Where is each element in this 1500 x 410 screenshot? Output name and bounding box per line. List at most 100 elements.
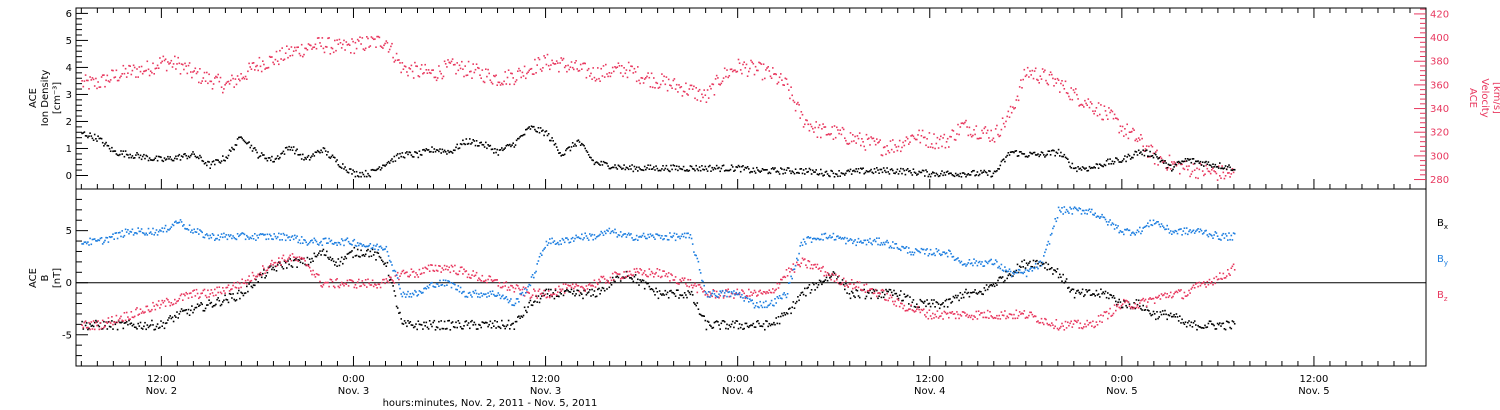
point-bx bbox=[346, 253, 349, 255]
point-bx bbox=[187, 308, 190, 311]
point-velocity bbox=[547, 64, 550, 67]
point-bz bbox=[486, 281, 488, 284]
point-velocity bbox=[878, 141, 880, 143]
point-ion-density bbox=[167, 155, 169, 158]
point-velocity bbox=[1017, 99, 1020, 102]
point-bx bbox=[1207, 322, 1210, 325]
point-bx bbox=[1097, 293, 1100, 295]
point-bx bbox=[1049, 267, 1052, 270]
point-velocity bbox=[1032, 77, 1035, 80]
point-by bbox=[401, 295, 404, 298]
point-velocity bbox=[342, 43, 344, 46]
point-ion-density bbox=[1139, 152, 1141, 154]
panel-bottom-frame bbox=[75, 188, 1427, 367]
point-by bbox=[375, 245, 377, 247]
point-bx bbox=[517, 316, 519, 318]
point-bz bbox=[985, 316, 988, 319]
point-velocity bbox=[498, 81, 501, 84]
point-bz bbox=[495, 279, 497, 281]
point-bx bbox=[909, 296, 911, 298]
point-velocity bbox=[603, 76, 606, 78]
point-bz bbox=[249, 280, 251, 283]
point-ion-density bbox=[510, 145, 512, 148]
point-bx bbox=[163, 327, 166, 330]
point-ion-density bbox=[270, 159, 272, 162]
point-bz bbox=[190, 292, 192, 294]
point-velocity bbox=[1155, 151, 1157, 153]
point-bx bbox=[414, 325, 416, 328]
point-by bbox=[360, 243, 362, 245]
point-by bbox=[463, 290, 465, 293]
point-by bbox=[654, 238, 656, 240]
point-by bbox=[127, 229, 129, 231]
point-bz bbox=[1217, 278, 1220, 280]
point-by bbox=[1005, 269, 1007, 272]
point-ion-density bbox=[1128, 155, 1131, 157]
point-by bbox=[435, 282, 438, 285]
point-bz bbox=[1102, 314, 1104, 317]
point-ion-density bbox=[654, 169, 656, 171]
point-ion-density bbox=[892, 169, 894, 172]
point-bx bbox=[215, 303, 217, 306]
point-bz bbox=[1187, 294, 1189, 296]
point-bz bbox=[1228, 272, 1230, 275]
point-velocity bbox=[630, 65, 632, 67]
point-bz bbox=[1128, 305, 1131, 307]
point-bx bbox=[284, 261, 287, 264]
point-bx bbox=[472, 324, 474, 326]
point-bx bbox=[543, 294, 545, 297]
point-bz bbox=[456, 273, 458, 276]
point-bx bbox=[775, 317, 777, 319]
point-by bbox=[836, 235, 838, 238]
point-bz bbox=[1064, 320, 1067, 323]
point-velocity bbox=[190, 71, 192, 73]
point-by bbox=[291, 235, 294, 237]
point-by bbox=[409, 293, 412, 295]
point-velocity bbox=[597, 67, 599, 69]
point-bx bbox=[207, 304, 209, 306]
point-velocity bbox=[1089, 101, 1092, 103]
point-ion-density bbox=[370, 169, 373, 171]
point-by bbox=[514, 302, 517, 305]
point-by bbox=[337, 241, 340, 244]
point-bx bbox=[886, 290, 888, 293]
point-velocity bbox=[310, 44, 312, 47]
point-velocity bbox=[712, 83, 715, 86]
point-bx bbox=[290, 265, 293, 267]
point-velocity bbox=[1201, 170, 1204, 172]
point-bx bbox=[848, 293, 851, 295]
point-ion-density bbox=[514, 144, 517, 146]
point-velocity bbox=[642, 82, 645, 84]
point-bx bbox=[957, 294, 959, 297]
point-ion-density bbox=[276, 155, 279, 157]
point-velocity bbox=[1060, 82, 1062, 85]
point-ion-density bbox=[925, 169, 927, 171]
point-velocity bbox=[235, 83, 238, 86]
point-velocity bbox=[420, 64, 423, 66]
point-ion-density bbox=[128, 156, 130, 159]
point-bz bbox=[1085, 325, 1087, 328]
point-by bbox=[653, 236, 655, 239]
point-bz bbox=[1191, 286, 1194, 289]
point-bz bbox=[698, 284, 701, 286]
point-ion-density bbox=[1115, 157, 1117, 159]
point-bx bbox=[579, 292, 582, 294]
point-bz bbox=[93, 328, 96, 331]
point-bz bbox=[569, 284, 572, 287]
point-ion-density bbox=[156, 159, 159, 162]
point-ion-density bbox=[100, 137, 103, 140]
point-by bbox=[661, 235, 663, 237]
point-ion-density bbox=[297, 154, 299, 156]
point-velocity bbox=[791, 94, 793, 97]
point-ion-density bbox=[1135, 151, 1138, 153]
point-velocity bbox=[400, 71, 402, 74]
point-velocity bbox=[730, 68, 733, 70]
point-bx bbox=[509, 328, 511, 330]
point-bz bbox=[368, 282, 370, 285]
point-bz bbox=[1108, 312, 1110, 315]
point-velocity bbox=[320, 45, 322, 47]
point-bx bbox=[462, 328, 464, 330]
point-bz bbox=[494, 279, 496, 281]
point-bz bbox=[654, 273, 656, 275]
point-ion-density bbox=[917, 173, 919, 175]
